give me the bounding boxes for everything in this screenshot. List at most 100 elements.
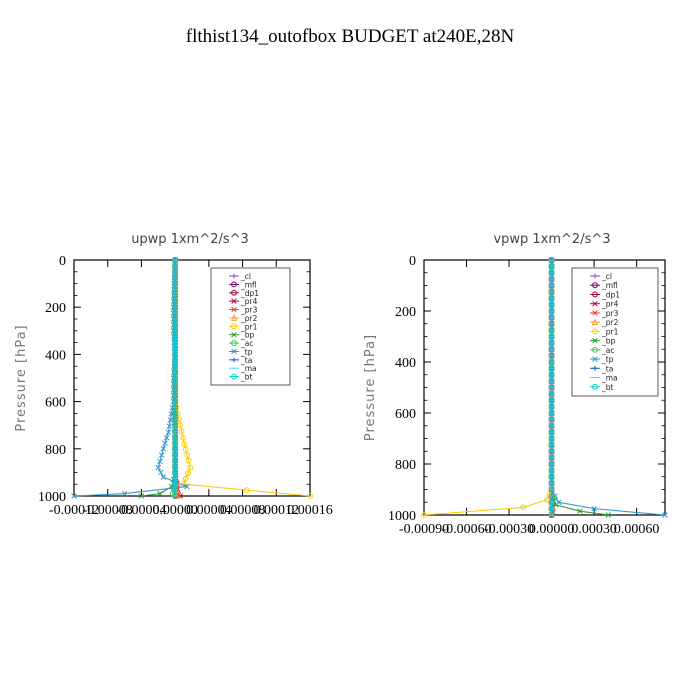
series-marker_bt <box>548 339 555 346</box>
legend-box <box>210 267 291 386</box>
legend-marker <box>592 365 598 371</box>
series-marker_bt <box>548 512 555 518</box>
series-marker_bt <box>548 467 555 474</box>
legend-entry: _pr3 <box>601 309 619 318</box>
series-marker_bt <box>548 410 555 416</box>
legend-marker <box>231 281 237 288</box>
legend-entry: _bp <box>601 337 616 346</box>
legend-marker <box>592 383 598 390</box>
series-marker_tp <box>591 505 597 512</box>
series-marker_bt <box>172 493 179 499</box>
series-marker_bt <box>548 333 555 340</box>
y-tick-label: 0 <box>409 254 416 269</box>
legend-entry: _ta <box>601 364 613 373</box>
x-tick-label: -0.00008 <box>83 503 133 518</box>
legend-marker <box>231 357 237 363</box>
series-marker_bt <box>172 280 179 287</box>
legend-entry: _mfl <box>240 280 257 289</box>
series-marker_tp <box>160 446 167 452</box>
series-marker_bt <box>548 276 555 283</box>
legend-entry: _bp <box>240 331 255 340</box>
chart-panels: upwp 1xm^2/s^3 Pressure [hPa] 0 200 400 600 80… <box>14 232 668 537</box>
legend-marker <box>592 291 598 298</box>
series-marker_tp <box>184 483 190 490</box>
series-marker_tp <box>157 458 163 465</box>
x-tick-label: 0.00008 <box>220 503 266 518</box>
page-title: flthist134_outofbox BUDGET at240E,28N <box>186 26 515 47</box>
legend: _cl_mfl_dp1_pr4_pr3_pr2_pr1_bp_ac_tp_ta_… <box>571 267 659 397</box>
series-marker_tp <box>71 493 77 499</box>
legend-marker <box>231 298 237 304</box>
series-marker_bt <box>548 492 555 499</box>
legend-entry: _pr4 <box>240 297 258 306</box>
legend-entry: _ac <box>601 346 614 355</box>
series-marker_bt <box>548 257 555 263</box>
series-marker_pr1 <box>520 504 527 511</box>
legend-entry: _pr2 <box>601 318 619 327</box>
legend-marker <box>592 356 598 362</box>
series-marker_pr1 <box>544 496 551 503</box>
series-marker_bt <box>548 422 555 429</box>
legend: _cl_mfl_dp1_pr4_pr3_pr2_pr1_bp_ac_tp_ta_… <box>210 267 291 386</box>
series-marker_bt <box>172 410 179 417</box>
x-tick-label: 0.00004 <box>186 503 232 518</box>
series-marker_bt <box>548 416 555 423</box>
series-marker_bt <box>548 403 555 410</box>
y-tick-label: 0 <box>59 254 66 269</box>
series-marker_bt <box>172 422 179 429</box>
legend-marker <box>592 328 598 335</box>
series-line_tp <box>73 259 188 497</box>
x-tick-label: -0.00004 <box>116 503 166 518</box>
series-marker_bt <box>172 357 179 364</box>
series-marker_bt <box>172 263 179 269</box>
series-marker_tp <box>158 469 164 476</box>
series_pr1 <box>421 257 555 518</box>
series-marker_bt <box>172 404 179 411</box>
y-tick-label: 400 <box>45 348 66 363</box>
series-marker_bt <box>548 359 555 365</box>
series-marker_bt <box>548 429 555 436</box>
y-axis-label: Pressure [hPa] <box>363 334 378 441</box>
series-marker_tp <box>162 440 168 447</box>
series-marker_bt <box>172 392 179 399</box>
x-tick-label: 0.00016 <box>287 503 333 518</box>
legend-entry: _bt <box>240 373 253 382</box>
y-tick-label: 400 <box>395 356 416 371</box>
series-marker_pr1 <box>243 487 250 494</box>
series-marker_bt <box>548 461 555 467</box>
legend-entry: _pr2 <box>240 314 258 323</box>
series-marker_bt <box>172 416 179 423</box>
legend-marker <box>592 282 598 289</box>
series-marker_tp <box>555 499 562 506</box>
legend-marker <box>231 340 237 346</box>
series-marker_bt <box>172 327 179 334</box>
legend-entry: _ma <box>240 364 257 373</box>
chart-panel-1: upwp 1xm^2/s^3 Pressure [hPa] 0 200 400 600 80… <box>14 232 333 518</box>
legend-entry: _dp1 <box>240 289 259 298</box>
series-marker_bp <box>605 512 612 518</box>
series-marker_bt <box>172 310 179 317</box>
x-tick-label: 0.00060 <box>614 522 660 537</box>
legend-entry: _tp <box>601 355 614 364</box>
series-marker_bt <box>172 386 179 393</box>
series-marker_bt <box>172 257 179 263</box>
series-marker_bt <box>548 371 555 378</box>
series-marker_bt <box>548 352 555 359</box>
y-axis-label: Pressure [hPa] <box>14 324 29 431</box>
series-line_pr1 <box>423 260 553 516</box>
legend-marker <box>231 331 237 338</box>
series-marker_bt <box>548 473 555 480</box>
legend-entry: _cl <box>601 272 612 281</box>
series-marker_bt <box>548 320 555 327</box>
series-marker_tp <box>166 423 173 429</box>
series-marker_bt <box>548 308 555 314</box>
series-marker_tp <box>662 512 668 518</box>
series_tp <box>71 257 190 499</box>
legend-marker <box>231 323 237 330</box>
x-tick-label: 0.00030 <box>571 522 617 537</box>
x-tick-label: 0.00012 <box>254 503 300 518</box>
chart-panel-2: vpwp 1xm^2/s^3 Pressure [hPa] 0 200 400 600 80… <box>363 232 668 537</box>
legend-marker <box>592 310 598 316</box>
panel-title: upwp 1xm^2/s^3 <box>131 232 249 247</box>
